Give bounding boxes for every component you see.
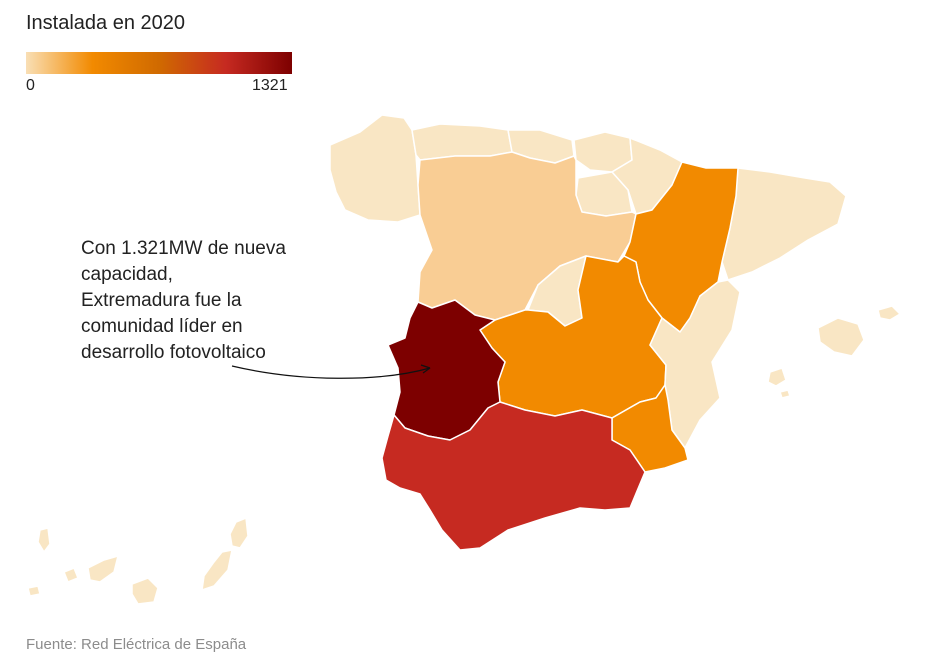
source-note: Fuente: Red Eléctrica de España <box>26 636 247 653</box>
map-title: Instalada en 2020 <box>26 12 186 34</box>
annotation-line: desarrollo fotovoltaico <box>81 342 266 363</box>
legend-min-label: 0 <box>26 77 35 94</box>
region-canarias-el-hierro[interactable] <box>27 585 41 597</box>
region-menorca[interactable] <box>877 305 901 321</box>
region-cataluna[interactable] <box>721 167 847 281</box>
annotation-line: comunidad líder en <box>81 316 243 337</box>
annotation-line: Extremadura fue la <box>81 290 242 311</box>
region-canarias-la-gomera[interactable] <box>63 567 79 583</box>
region-ibiza[interactable] <box>767 367 787 387</box>
region-canarias-fuerteventura[interactable] <box>201 549 233 591</box>
region-mallorca[interactable] <box>817 317 865 357</box>
annotation-text: Con 1.321MW de nueva capacidad, Extremad… <box>81 236 341 366</box>
region-formentera[interactable] <box>779 389 791 399</box>
annotation-arrowhead <box>420 364 431 374</box>
annotation-line: Con 1.321MW de nueva <box>81 238 286 259</box>
region-canarias-la-palma[interactable] <box>37 527 51 553</box>
annotation-line: capacidad, <box>81 264 173 285</box>
region-canarias-lanzarote[interactable] <box>229 517 249 549</box>
region-canarias-gran-canaria[interactable] <box>131 577 159 605</box>
annotation-arrow <box>231 365 431 379</box>
legend-color-scale <box>26 52 292 74</box>
legend-max-label: 1321 <box>252 77 288 94</box>
region-canarias-tenerife[interactable] <box>87 555 119 583</box>
region-galicia[interactable] <box>329 114 421 223</box>
region-andalucia[interactable] <box>381 401 646 551</box>
